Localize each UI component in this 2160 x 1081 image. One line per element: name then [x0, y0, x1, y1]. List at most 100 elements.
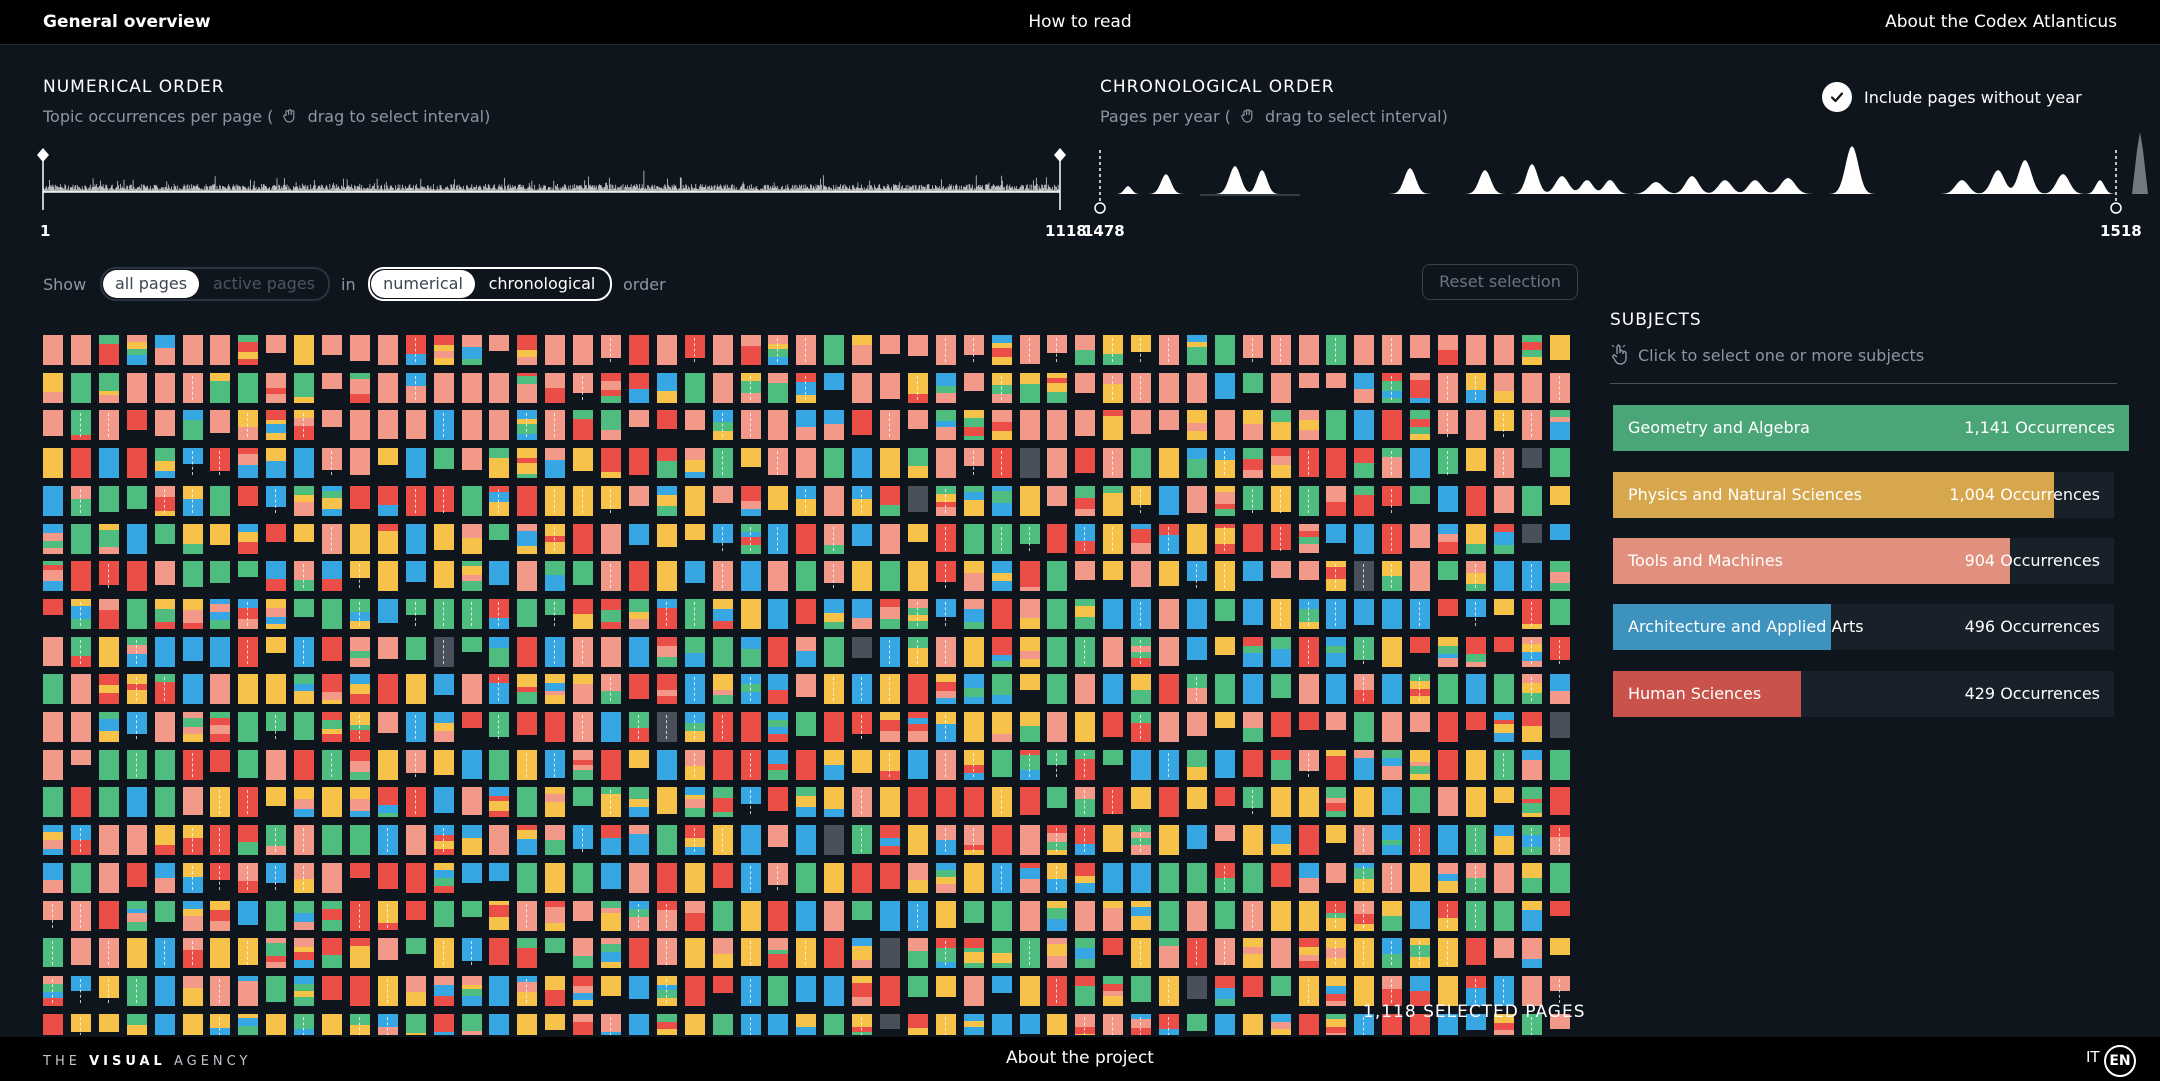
page-cell[interactable]	[405, 372, 426, 403]
page-cell[interactable]	[740, 598, 761, 629]
page-cell[interactable]	[1047, 561, 1068, 592]
page-cell[interactable]	[1019, 410, 1040, 441]
page-cell[interactable]	[740, 825, 761, 856]
page-cell[interactable]	[377, 598, 398, 629]
page-cell[interactable]	[1103, 523, 1124, 554]
page-cell[interactable]	[1242, 975, 1263, 1006]
page-cell[interactable]	[1521, 938, 1542, 969]
page-cell[interactable]	[1521, 900, 1542, 931]
page-cell[interactable]	[238, 712, 259, 742]
page-cell[interactable]	[1438, 523, 1458, 554]
page-cell[interactable]	[907, 636, 928, 667]
page-cell[interactable]	[1242, 787, 1263, 817]
page-cell[interactable]	[43, 787, 63, 818]
page-cell[interactable]	[545, 561, 566, 592]
page-cell[interactable]	[880, 410, 900, 441]
page-cell[interactable]	[377, 975, 398, 1006]
page-cell[interactable]	[1354, 975, 1375, 1006]
page-cell[interactable]	[1159, 561, 1179, 591]
page-cell[interactable]	[573, 749, 594, 780]
page-cell[interactable]	[154, 598, 175, 629]
page-cell[interactable]	[1549, 523, 1570, 554]
page-cell[interactable]	[98, 825, 119, 856]
page-cell[interactable]	[963, 372, 984, 403]
page-cell[interactable]	[294, 561, 315, 592]
page-cell[interactable]	[1326, 448, 1347, 479]
page-cell[interactable]	[70, 749, 91, 780]
page-cell[interactable]	[880, 448, 900, 478]
page-cell[interactable]	[1465, 1013, 1486, 1035]
page-cell[interactable]	[656, 749, 677, 780]
page-cell[interactable]	[545, 712, 566, 742]
page-cell[interactable]	[1410, 900, 1431, 931]
page-cell[interactable]	[712, 825, 733, 856]
page-cell[interactable]	[210, 712, 231, 742]
page-cell[interactable]	[796, 561, 817, 592]
page-cell[interactable]	[1410, 335, 1431, 365]
page-cell[interactable]	[768, 712, 789, 742]
page-cell[interactable]	[796, 825, 817, 856]
page-cell[interactable]	[405, 335, 426, 365]
page-cell[interactable]	[433, 1013, 454, 1035]
page-cell[interactable]	[1103, 335, 1124, 365]
page-cell[interactable]	[98, 598, 119, 629]
page-cell[interactable]	[1214, 712, 1235, 742]
page-cell[interactable]	[684, 938, 705, 969]
page-cell[interactable]	[489, 485, 510, 516]
page-cell[interactable]	[1075, 900, 1096, 931]
page-cell[interactable]	[43, 975, 63, 1006]
page-cell[interactable]	[1159, 636, 1179, 667]
page-cell[interactable]	[601, 975, 621, 1006]
page-cell[interactable]	[154, 561, 175, 591]
page-cell[interactable]	[349, 372, 370, 403]
page-cell[interactable]	[433, 674, 454, 704]
page-cell[interactable]	[126, 938, 147, 969]
page-cell[interactable]	[712, 1013, 733, 1035]
page-cell[interactable]	[489, 900, 510, 931]
page-cell[interactable]	[991, 372, 1012, 403]
page-cell[interactable]	[1214, 787, 1235, 817]
page-cell[interactable]	[740, 712, 761, 742]
page-cell[interactable]	[377, 712, 398, 742]
page-cell[interactable]	[768, 862, 789, 893]
page-cell[interactable]	[1354, 674, 1375, 705]
page-cell[interactable]	[1242, 1013, 1263, 1035]
page-cell[interactable]	[880, 900, 900, 931]
page-cell[interactable]	[349, 1013, 370, 1035]
page-cell[interactable]	[1186, 749, 1207, 780]
page-cell[interactable]	[1298, 975, 1319, 1006]
page-cell[interactable]	[461, 712, 482, 742]
page-cell[interactable]	[461, 636, 482, 667]
page-cell[interactable]	[880, 938, 900, 969]
page-cell[interactable]	[1270, 975, 1291, 1006]
page-cell[interactable]	[294, 938, 315, 969]
page-cell[interactable]	[1047, 862, 1068, 893]
page-cell[interactable]	[182, 1013, 203, 1035]
page-cell[interactable]	[573, 1013, 594, 1035]
page-cell[interactable]	[1047, 975, 1068, 1006]
page-cell[interactable]	[1465, 975, 1486, 1006]
page-cell[interactable]	[1214, 448, 1235, 479]
page-cell[interactable]	[656, 712, 677, 742]
page-cell[interactable]	[70, 523, 91, 554]
chronological-histogram[interactable]	[1094, 130, 2148, 214]
page-cell[interactable]	[684, 410, 705, 440]
page-cell[interactable]	[1047, 938, 1068, 969]
page-cell[interactable]	[656, 410, 677, 440]
page-cell[interactable]	[238, 561, 259, 591]
page-cell[interactable]	[1465, 335, 1486, 365]
page-cell[interactable]	[935, 485, 956, 516]
page-cell[interactable]	[963, 448, 984, 478]
page-cell[interactable]	[1493, 410, 1514, 440]
page-cell[interactable]	[1270, 410, 1291, 441]
page-cell[interactable]	[1521, 862, 1542, 893]
page-cell[interactable]	[322, 787, 342, 818]
page-cell[interactable]	[1103, 674, 1124, 705]
language-it[interactable]: IT	[2086, 1048, 2100, 1066]
page-cell[interactable]	[1159, 975, 1179, 1006]
page-cell[interactable]	[182, 523, 203, 554]
page-cell[interactable]	[210, 410, 231, 440]
page-cell[interactable]	[405, 787, 426, 818]
page-cell[interactable]	[963, 598, 984, 629]
page-cell[interactable]	[489, 749, 510, 780]
